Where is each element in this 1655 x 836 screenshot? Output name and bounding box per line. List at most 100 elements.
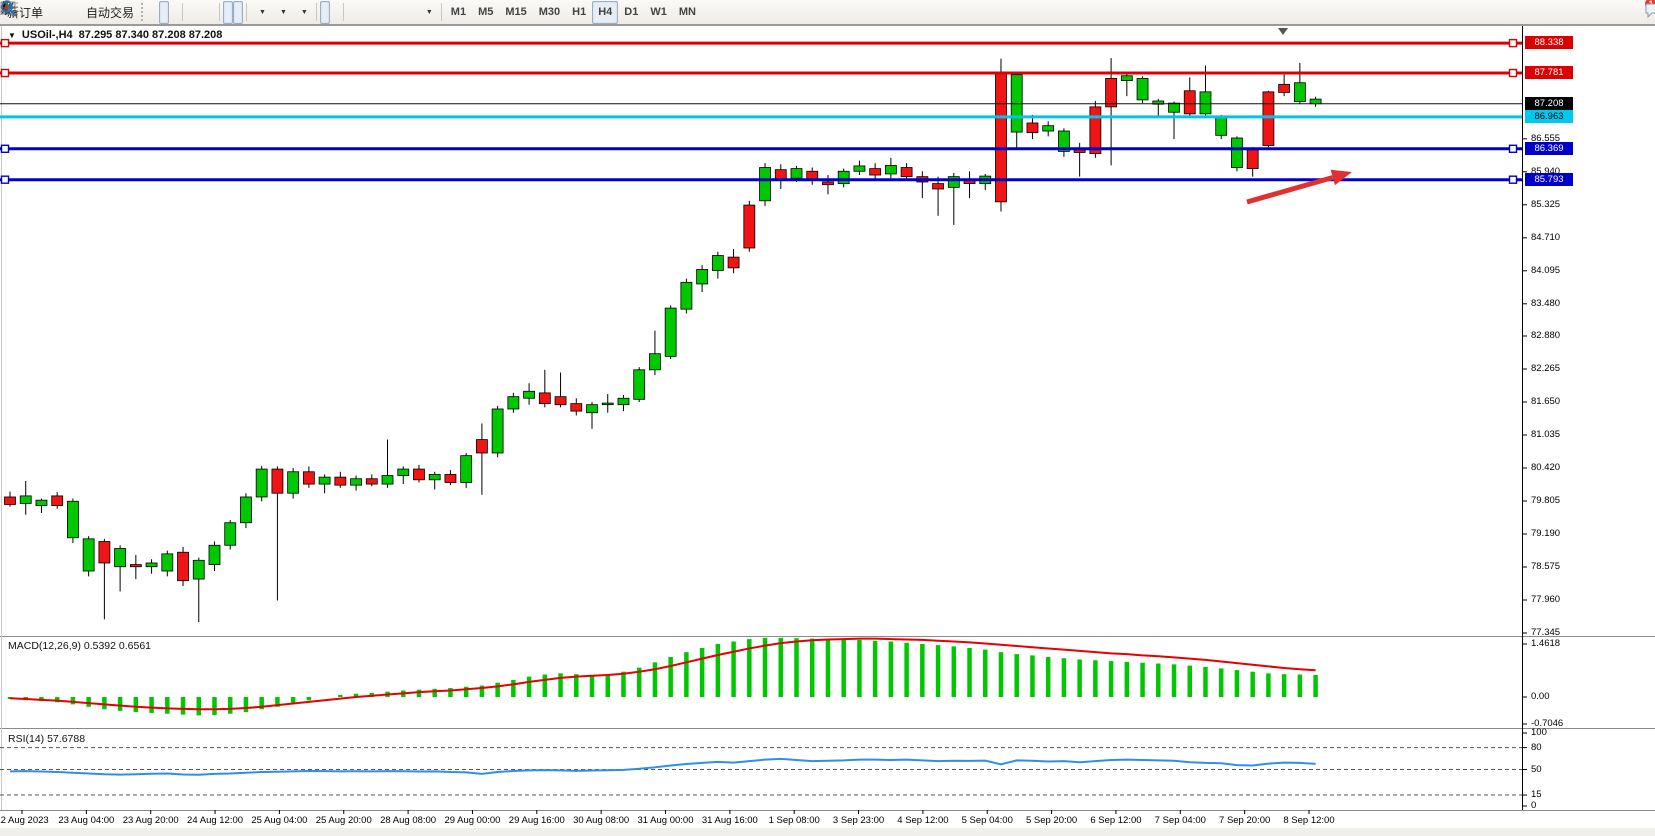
candle[interactable] (129, 564, 142, 568)
line-handle[interactable] (0, 144, 10, 153)
candle[interactable] (19, 495, 32, 504)
candle[interactable] (114, 548, 127, 568)
candle[interactable] (1089, 106, 1102, 154)
timeframe-button-m15[interactable]: M15 (505, 6, 527, 18)
horizontal-line-tool[interactable] (1, 1, 367, 24)
line-handle[interactable] (1508, 175, 1518, 184)
autotrading-button[interactable]: 自动交易 (0, 0, 139, 24)
zoom-out-button[interactable] (1, 1, 206, 24)
candle[interactable] (475, 439, 488, 454)
timeframe-button-m5[interactable]: M5 (478, 6, 494, 18)
candle[interactable] (4, 496, 16, 505)
search-button[interactable] (1, 1, 1643, 24)
new-order-button[interactable]: 新订单 (2, 1, 48, 24)
candle[interactable] (208, 544, 221, 565)
rsi-layer[interactable] (0, 747, 1522, 796)
candle[interactable] (1246, 149, 1259, 169)
line-handle[interactable] (1508, 144, 1518, 153)
candle[interactable] (1026, 122, 1039, 134)
line-handle[interactable] (0, 38, 10, 48)
candle[interactable] (649, 353, 661, 371)
arrows-tool[interactable]: ▼ (2, 1, 438, 24)
line-handle[interactable] (0, 175, 10, 184)
line-chart-button[interactable] (1, 1, 179, 24)
candle[interactable] (774, 169, 787, 180)
candle[interactable] (177, 551, 189, 582)
candle[interactable] (743, 204, 756, 249)
candle[interactable] (1105, 78, 1117, 108)
vertical-line-tool[interactable] (5, 1, 357, 24)
price-axis-ticks[interactable] (1522, 138, 1527, 807)
candle[interactable] (884, 164, 897, 175)
candle[interactable] (947, 176, 960, 188)
arrow-shaft[interactable] (1246, 175, 1334, 205)
indicators-button[interactable]: ▼ (1, 1, 271, 24)
candle[interactable] (1199, 91, 1212, 115)
chart-shift-marker[interactable] (1278, 28, 1288, 35)
candle[interactable] (413, 468, 425, 481)
notifications-button[interactable]: 1 (1643, 0, 1655, 24)
tile-windows-button[interactable] (1, 1, 216, 24)
profile-button[interactable] (0, 0, 58, 24)
candle[interactable] (318, 476, 331, 485)
candle[interactable] (271, 468, 284, 494)
timeframe-button-h4[interactable]: H4 (592, 0, 619, 24)
candle[interactable] (460, 455, 473, 483)
candle[interactable] (161, 553, 174, 572)
candle[interactable] (491, 408, 504, 454)
candle[interactable] (1293, 82, 1306, 102)
accounts-button[interactable] (0, 1, 68, 24)
line-handle[interactable] (1508, 38, 1518, 48)
candle[interactable] (680, 281, 693, 310)
candle[interactable] (240, 496, 252, 524)
candle[interactable] (224, 522, 237, 546)
candle[interactable] (696, 269, 709, 285)
candle[interactable] (1183, 90, 1196, 115)
candle[interactable] (302, 471, 315, 485)
candle[interactable] (1120, 75, 1133, 81)
timeframe-button-m30[interactable]: M30 (538, 6, 561, 18)
candle[interactable] (822, 181, 834, 186)
candle[interactable] (397, 468, 410, 476)
bar-chart-button[interactable] (1, 1, 159, 24)
candle[interactable] (633, 369, 646, 400)
arrow-head[interactable] (1330, 169, 1352, 186)
trendline-tool[interactable] (1, 1, 377, 24)
templates-button[interactable]: ▼ (0, 1, 313, 24)
timeframe-button-m1[interactable]: M1 (450, 6, 467, 18)
candle[interactable] (727, 256, 740, 269)
candle[interactable] (759, 167, 771, 202)
candle[interactable] (98, 541, 111, 564)
candle[interactable] (601, 402, 614, 406)
channel-tool[interactable]: E (0, 1, 387, 24)
candle[interactable] (350, 478, 362, 486)
candle[interactable] (1309, 98, 1322, 105)
candle[interactable] (1262, 91, 1275, 146)
candle[interactable] (428, 474, 441, 481)
candle[interactable] (837, 170, 850, 185)
candle[interactable] (1215, 115, 1228, 136)
autoscroll-button[interactable] (1, 0, 234, 24)
candle[interactable] (1278, 83, 1291, 93)
timeframe-button-mn[interactable]: MN (678, 6, 696, 18)
fibonacci-tool[interactable]: F (1, 1, 397, 24)
candle[interactable] (538, 392, 551, 405)
candle[interactable] (192, 559, 205, 580)
candle[interactable] (523, 390, 535, 399)
candle[interactable] (35, 499, 48, 506)
time-axis[interactable] (21, 810, 1310, 814)
chevron-down-icon[interactable]: ▼ (8, 30, 16, 40)
candle[interactable] (381, 475, 394, 485)
candle[interactable] (932, 183, 944, 190)
text-tool[interactable]: A (3, 1, 407, 24)
candle[interactable] (711, 255, 724, 271)
timeframe-button-h1[interactable]: H1 (572, 6, 587, 18)
arrow-annotation[interactable] (1246, 169, 1352, 205)
chart-shift-button[interactable] (1, 0, 244, 24)
candle[interactable] (1136, 78, 1149, 101)
candle[interactable] (995, 71, 1007, 203)
candle[interactable] (67, 500, 79, 539)
candle[interactable] (444, 474, 457, 483)
candlestick-chart-button[interactable] (1, 0, 170, 24)
